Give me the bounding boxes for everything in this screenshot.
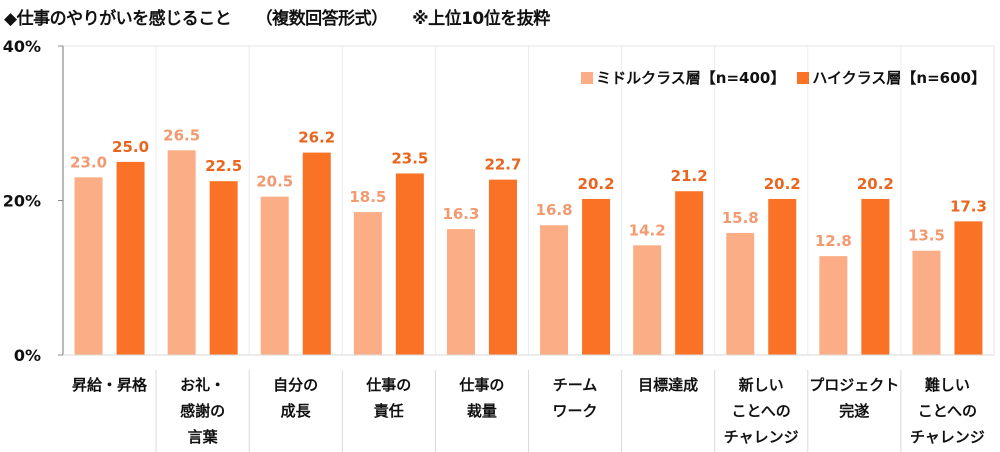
legend-label-high: ハイクラス層【n=600】: [812, 69, 986, 87]
bar-high: [302, 152, 331, 355]
bar-high: [954, 221, 983, 355]
bar-middle: [726, 232, 755, 355]
bar-high: [582, 198, 611, 355]
data-label-middle: 15.8: [722, 209, 759, 227]
y-tick-label: 20%: [3, 192, 41, 211]
legend-label-middle: ミドルクラス層【n=400】: [596, 69, 786, 87]
x-tick-label: チーム ワーク: [552, 376, 598, 420]
bar-high: [861, 198, 890, 355]
x-tick-label: プロジェクト 完遂: [809, 376, 900, 420]
data-label-middle: 13.5: [908, 227, 945, 245]
legend-item-middle: ミドルクラス層【n=400】: [581, 67, 785, 88]
bar-middle: [633, 245, 662, 355]
data-label-middle: 23.0: [70, 153, 107, 171]
data-label-middle: 16.3: [442, 205, 479, 223]
bar-middle: [353, 212, 382, 355]
bar-high: [488, 179, 517, 355]
legend: ミドルクラス層【n=400】 ハイクラス層【n=600】: [573, 67, 986, 88]
data-label-high: 25.0: [112, 138, 149, 156]
x-tick-label: お礼・ 感謝の 言葉: [180, 376, 226, 446]
x-tick-label: 仕事の 責任: [366, 376, 412, 420]
x-tick-label: 新しい ことへの チャレンジ: [723, 376, 799, 446]
data-label-high: 20.2: [764, 175, 801, 193]
legend-swatch-high: [797, 71, 810, 84]
bar-high: [395, 173, 424, 355]
bar-middle: [819, 256, 848, 355]
legend-item-high: ハイクラス層【n=600】: [797, 67, 986, 88]
x-tick-label: 仕事の 裁量: [459, 376, 505, 420]
y-tick-label: 0%: [14, 346, 41, 365]
x-tick-label: 自分の 成長: [273, 376, 319, 420]
bar-high: [675, 191, 704, 355]
data-label-high: 20.2: [578, 175, 615, 193]
data-label-high: 21.2: [671, 167, 708, 185]
bar-middle: [446, 229, 475, 355]
bar-middle: [167, 150, 196, 355]
data-label-high: 22.5: [205, 157, 242, 175]
legend-swatch-middle: [581, 71, 594, 84]
data-label-middle: 20.5: [256, 173, 293, 191]
data-label-middle: 16.8: [536, 201, 573, 219]
bar-high: [209, 181, 238, 355]
y-tick-label: 40%: [3, 37, 41, 56]
data-label-middle: 12.8: [815, 232, 852, 250]
data-label-high: 20.2: [857, 175, 894, 193]
data-label-high: 22.7: [484, 156, 521, 174]
data-label-middle: 26.5: [163, 126, 200, 144]
bar-middle: [540, 225, 569, 355]
bar-high: [768, 198, 797, 355]
x-tick-label: 難しい ことへの チャレンジ: [909, 376, 985, 446]
data-label-middle: 18.5: [349, 188, 386, 206]
data-label-high: 26.2: [298, 129, 335, 147]
data-label-high: 23.5: [391, 149, 428, 167]
x-tick-label: 昇給・昇格: [71, 376, 147, 394]
bar-middle: [912, 250, 941, 355]
bar-middle: [260, 196, 289, 355]
data-label-middle: 14.2: [629, 221, 666, 239]
bar-middle: [74, 177, 103, 355]
data-label-high: 17.3: [950, 197, 987, 215]
chart-title: ◆仕事のやりがいを感じること （複数回答形式） ※上位10位を抜粋: [4, 9, 550, 29]
x-tick-label: 目標達成: [638, 376, 699, 394]
bar-high: [116, 161, 145, 355]
